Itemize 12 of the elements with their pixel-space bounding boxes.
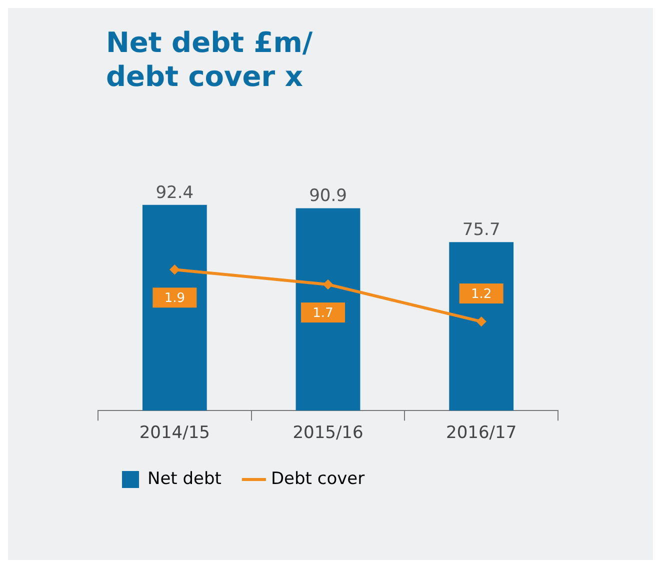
data-label: 1.2 <box>470 286 492 302</box>
x-tick-label: 2016/17 <box>446 423 517 444</box>
chart-title: Net debt £m/ debt cover x <box>106 26 313 94</box>
legend-label: Net debt <box>148 468 222 489</box>
data-label: 1.7 <box>312 306 334 321</box>
data-label: 90.9 <box>309 186 347 206</box>
data-label: 92.4 <box>156 182 194 203</box>
legend-label: Debt cover <box>270 468 365 489</box>
x-tick-label: 2014/15 <box>139 423 210 444</box>
x-tick-label: 2015/16 <box>292 423 364 444</box>
data-label: 75.7 <box>462 220 500 240</box>
data-label: 1.9 <box>164 290 186 306</box>
